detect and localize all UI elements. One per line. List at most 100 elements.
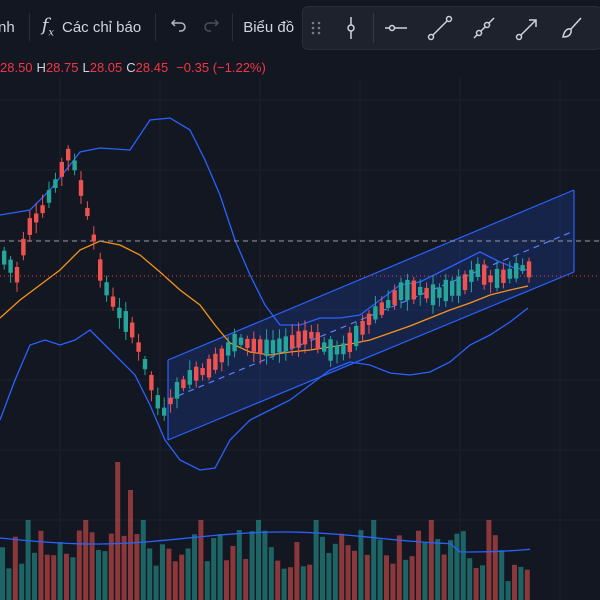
volume-bar: [473, 567, 479, 600]
volume-bar: [390, 563, 396, 600]
candle-body: [475, 263, 480, 277]
candle-body: [424, 287, 429, 299]
volume-bar: [499, 550, 505, 600]
candle-body: [501, 269, 506, 283]
drag-handle-icon: [311, 21, 321, 35]
candle-body: [168, 397, 173, 405]
candle-body: [53, 179, 58, 188]
volume-bar: [422, 541, 428, 600]
candle-body: [379, 302, 384, 315]
volume-bar: [492, 535, 498, 600]
drag-handle[interactable]: [303, 7, 329, 49]
arrow-tool[interactable]: [506, 7, 550, 49]
low-label: L: [82, 60, 90, 75]
candle-body: [302, 330, 308, 345]
volume-bar: [102, 551, 108, 600]
candle-body: [360, 320, 365, 335]
volume-bar: [307, 564, 313, 600]
volume-bar: [268, 547, 274, 600]
horizontal-line-tool[interactable]: [374, 7, 418, 49]
volume-bar: [339, 533, 345, 600]
candle-body: [386, 299, 391, 309]
volume-bar: [12, 536, 18, 600]
timeframe-label[interactable]: nh: [0, 18, 15, 36]
volume-bar: [467, 558, 473, 600]
candle-body: [482, 264, 487, 285]
candle-body: [526, 261, 532, 278]
volume-bar: [454, 533, 460, 600]
candle-body: [104, 282, 109, 296]
volume-bar: [211, 538, 217, 600]
candle-body: [309, 331, 314, 339]
candle-body: [392, 290, 397, 305]
volume-bar: [377, 539, 383, 600]
chart-type-label[interactable]: Biểu đồ: [243, 18, 295, 36]
volume-bar: [147, 548, 153, 600]
candle-body: [296, 331, 301, 348]
volume-bar: [172, 561, 178, 600]
volume-bar: [358, 530, 364, 600]
bollinger-upper: [0, 117, 529, 326]
candle-body: [251, 338, 256, 352]
candle-body: [91, 234, 96, 242]
volume-bar: [128, 490, 133, 600]
cursor-line-tool[interactable]: [329, 7, 373, 49]
volume-bar: [121, 535, 127, 600]
candle-body: [290, 335, 295, 349]
candle-body: [34, 213, 39, 223]
volume-bar: [6, 568, 12, 600]
volume-bar: [236, 530, 242, 600]
volume-bar: [332, 543, 338, 600]
candle-body: [418, 286, 423, 296]
trend-line-tool[interactable]: [418, 7, 462, 49]
drawing-toolbar: [302, 6, 600, 50]
volume-bar: [396, 535, 402, 600]
redo-button[interactable]: [202, 16, 220, 38]
candle-body: [40, 205, 45, 214]
volume-bar: [505, 581, 511, 600]
chart-grid: [0, 78, 600, 600]
candle-body: [520, 265, 525, 272]
volume-bar: [294, 542, 300, 600]
ray-tool[interactable]: [462, 7, 506, 49]
volume-bar: [140, 520, 146, 600]
candle-body: [181, 379, 186, 389]
volume-bar: [300, 566, 306, 600]
candle-body: [462, 274, 468, 291]
indicators-button[interactable]: fx Các chỉ báo: [42, 15, 142, 39]
candle-body: [238, 337, 244, 345]
volume-bar: [345, 545, 351, 600]
candle-body: [341, 343, 346, 355]
volume-bar: [371, 520, 377, 600]
volume-bar: [518, 566, 524, 600]
candle-body: [245, 338, 250, 348]
volume-bar: [25, 520, 31, 600]
volume-bar: [320, 536, 325, 600]
arrow-icon: [515, 19, 537, 41]
candle-body: [59, 162, 64, 177]
candle-body: [194, 366, 199, 381]
channel-lower-line: [167, 271, 575, 441]
brush-tool[interactable]: [550, 7, 594, 49]
undo-button[interactable]: [170, 16, 188, 38]
volume-bar: [38, 530, 44, 600]
volume-bar: [262, 530, 268, 600]
volume-bar: [416, 530, 421, 600]
volume-bar: [448, 540, 453, 600]
volume-bar: [512, 564, 517, 600]
volume-bar: [204, 561, 210, 600]
candle-body: [411, 280, 416, 300]
change-value: −0.35 (−1.22%): [176, 60, 266, 75]
candle-body: [258, 339, 263, 354]
channel-mid-line: [167, 230, 575, 401]
volume-bar: [326, 552, 332, 600]
volume-bar: [96, 549, 101, 600]
volume-bar: [460, 531, 466, 600]
volume-bar: [281, 568, 287, 600]
candle-body: [437, 287, 442, 298]
open-value: 28.50: [0, 60, 33, 75]
volume-bar: [44, 554, 50, 600]
volume-bar: [275, 560, 281, 600]
ohlc-legend: 28.50 H28.75 L28.05 C28.45 −0.35 (−1.22%…: [0, 60, 266, 78]
